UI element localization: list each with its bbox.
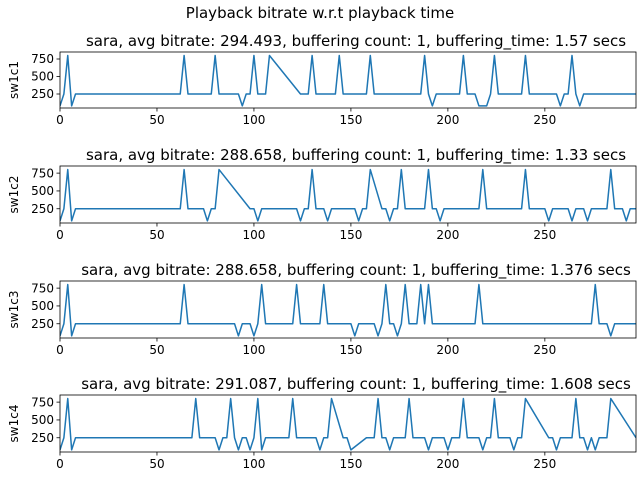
x-tick-label: 200 <box>436 113 459 127</box>
y-tick-label: 500 <box>31 184 54 198</box>
y-tick-label: 750 <box>31 281 54 295</box>
x-tick-label: 100 <box>242 457 265 471</box>
x-tick-label: 250 <box>533 457 556 471</box>
x-tick-label: 0 <box>56 228 64 242</box>
subplot-title: sara, avg bitrate: 294.493, buffering co… <box>86 32 626 51</box>
x-tick-label: 50 <box>149 113 164 127</box>
subplot-title: sara, avg bitrate: 288.658, buffering co… <box>81 261 631 280</box>
x-tick-label: 150 <box>339 343 362 357</box>
x-tick-label: 250 <box>533 113 556 127</box>
x-tick-label: 0 <box>56 343 64 357</box>
y-tick-label: 250 <box>31 431 54 445</box>
x-tick-label: 250 <box>533 343 556 357</box>
y-axis-label: sw1c3 <box>7 291 21 329</box>
y-tick-label: 250 <box>31 87 54 101</box>
y-axis-label: sw1c1 <box>7 61 21 99</box>
x-tick-label: 100 <box>242 113 265 127</box>
x-tick-label: 50 <box>149 228 164 242</box>
subplot-title: sara, avg bitrate: 291.087, buffering co… <box>81 375 631 394</box>
x-tick-label: 0 <box>56 457 64 471</box>
axes-frame <box>59 165 637 224</box>
figure-suptitle: Playback bitrate w.r.t playback time <box>186 4 454 22</box>
y-tick-label: 750 <box>31 395 54 409</box>
y-tick-label: 750 <box>31 166 54 180</box>
y-axis-label: sw1c2 <box>7 176 21 214</box>
x-tick-label: 150 <box>339 457 362 471</box>
x-tick-label: 100 <box>242 228 265 242</box>
series-line-1 <box>60 168 636 222</box>
subplot-3: sara, avg bitrate: 288.658, buffering co… <box>7 261 637 357</box>
subplot-2: sara, avg bitrate: 288.658, buffering co… <box>7 146 637 242</box>
x-tick-label: 150 <box>339 228 362 242</box>
subplot-1: sara, avg bitrate: 294.493, buffering co… <box>7 32 637 127</box>
axes-frame <box>59 51 637 109</box>
series-line-1 <box>60 283 636 337</box>
x-tick-label: 250 <box>533 228 556 242</box>
y-axis-label: sw1c4 <box>7 405 21 443</box>
y-tick-label: 250 <box>31 202 54 216</box>
series-line-1 <box>60 54 636 107</box>
y-tick-label: 500 <box>31 413 54 427</box>
x-tick-label: 200 <box>436 457 459 471</box>
axes-frame <box>59 280 637 339</box>
x-tick-label: 200 <box>436 228 459 242</box>
x-tick-label: 0 <box>56 113 64 127</box>
y-tick-label: 500 <box>31 70 54 84</box>
x-tick-label: 150 <box>339 113 362 127</box>
subplot-panels: sara, avg bitrate: 294.493, buffering co… <box>7 32 637 471</box>
y-tick-label: 500 <box>31 299 54 313</box>
series-line-1 <box>60 397 636 451</box>
subplot-4: sara, avg bitrate: 291.087, buffering co… <box>7 375 637 471</box>
axes-frame <box>59 394 637 453</box>
subplot-title: sara, avg bitrate: 288.658, buffering co… <box>86 146 626 165</box>
y-tick-label: 250 <box>31 317 54 331</box>
x-tick-label: 100 <box>242 343 265 357</box>
x-tick-label: 50 <box>149 457 164 471</box>
x-tick-label: 50 <box>149 343 164 357</box>
y-tick-label: 750 <box>31 52 54 66</box>
x-tick-label: 200 <box>436 343 459 357</box>
